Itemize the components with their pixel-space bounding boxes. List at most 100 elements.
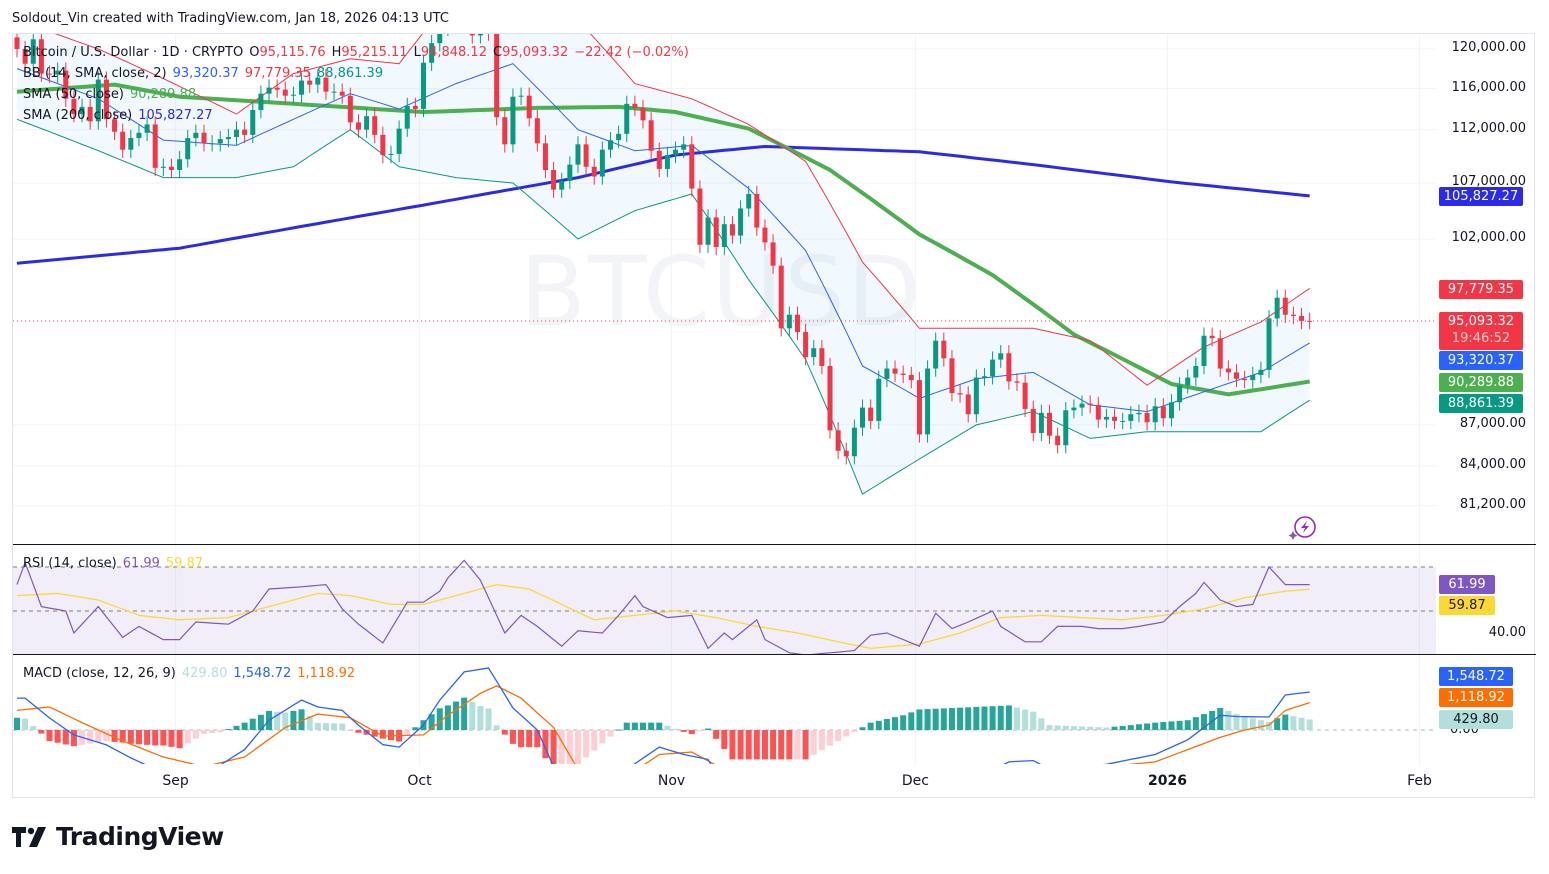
rsi-ma-line: [16, 583, 1310, 650]
macd-histogram-bar: [453, 701, 460, 730]
macd-histogram-bar: [696, 730, 703, 732]
macd-histogram-bar: [1209, 711, 1216, 730]
bb-lower-line: [16, 118, 1310, 495]
bb-lower-value: 88,861.39: [316, 66, 384, 81]
sma200-legend[interactable]: SMA (200, close) 105,827.27: [23, 108, 219, 123]
macd-pane: [13, 667, 1436, 764]
candle-body: [87, 106, 93, 122]
candle-body: [1055, 435, 1061, 446]
macd-histogram-bar: [485, 708, 492, 730]
macd-legend[interactable]: MACD (close, 12, 26, 9) 429.80 1,548.72 1,1…: [23, 666, 361, 681]
candle-body: [998, 353, 1004, 360]
macd-signal-line: [16, 685, 1310, 764]
footer-brand: TradingView: [56, 822, 224, 851]
macd-histogram-bar: [1184, 720, 1191, 730]
candle-body: [721, 224, 727, 248]
candle-body: [502, 117, 508, 145]
candle-body: [1087, 403, 1093, 405]
bb-legend[interactable]: BB (14, SMA, close, 2) 93,320.37 97,779.35…: [23, 66, 389, 81]
macd-histogram-bar: [200, 730, 207, 734]
price-axis-tick: 120,000.00: [1451, 40, 1526, 55]
candle-body: [811, 348, 817, 358]
candle-body: [144, 124, 150, 133]
candle-body: [892, 368, 898, 374]
candle-body: [770, 242, 776, 266]
macd-histogram-bar: [144, 730, 151, 745]
macd-histogram-bar: [1054, 725, 1061, 730]
macd-histogram-bar: [322, 723, 329, 730]
candle-body: [404, 105, 410, 129]
tradingview-logo[interactable]: TradingView: [12, 822, 224, 851]
candle-body: [14, 37, 20, 49]
candle-body: [364, 116, 370, 130]
candle-body: [429, 43, 435, 63]
macd-histogram-bar: [1038, 718, 1045, 730]
macd-histogram-bar: [1046, 725, 1053, 730]
candle-body: [1193, 365, 1199, 378]
candle-body: [486, 17, 491, 32]
candle-body: [315, 77, 321, 85]
candle-body: [193, 132, 199, 139]
candle-body: [201, 132, 207, 144]
price-axis-tick: 81,200.00: [1459, 496, 1526, 512]
macd-histogram-bar: [192, 730, 199, 739]
candle-body: [1274, 297, 1280, 319]
candle-body: [697, 188, 703, 245]
candle-body: [274, 87, 280, 90]
macd-histogram-bar: [940, 708, 947, 730]
macd-histogram-bar: [526, 730, 533, 748]
macd-histogram-bar: [631, 722, 638, 730]
macd-histogram-bar: [924, 709, 931, 730]
macd-histogram-bar: [957, 707, 964, 730]
candle-body: [79, 106, 85, 115]
macd-histogram-bar: [721, 730, 728, 750]
macd-histogram-bar: [314, 722, 321, 730]
macd-histogram-bar: [509, 730, 516, 744]
candle-body: [234, 129, 240, 137]
candle-body: [290, 94, 296, 96]
price-axis-tick: 107,000.00: [1451, 174, 1526, 190]
sma50-legend[interactable]: SMA (50, close) 90,289.88: [23, 87, 202, 102]
macd-histogram-bar: [469, 701, 476, 730]
candle-body: [1071, 407, 1077, 411]
candle-body: [778, 265, 784, 329]
last-price-tag: 95,093.32 19:46:52: [1439, 312, 1523, 350]
macd-histogram-bar: [371, 730, 378, 737]
macd-histogram-bar: [1087, 726, 1094, 730]
candle-body: [819, 348, 825, 366]
macd-histogram-bar: [1070, 726, 1077, 730]
price-axis-tick: 84,000.00: [1459, 456, 1526, 472]
macd-histogram-bar: [656, 722, 663, 730]
flash-icon[interactable]: [1288, 516, 1316, 540]
macd-histogram-bar: [948, 708, 955, 730]
candle-body: [640, 107, 646, 121]
macd-histogram-bar: [152, 730, 159, 746]
candle-body: [876, 378, 882, 421]
macd-histogram-bar: [135, 730, 142, 745]
macd-histogram-bar: [900, 715, 907, 730]
price-axis-tick: 87,000.00: [1459, 415, 1526, 431]
tradingview-logo-icon: [12, 826, 46, 847]
macd-histogram-bar: [973, 706, 980, 730]
candle-body: [786, 314, 792, 329]
macd-histogram-bar: [640, 722, 647, 730]
macd-histogram-bar: [339, 723, 346, 730]
bb-upper-price-tag: 97,779.35: [1439, 280, 1523, 299]
macd-histogram-bar: [648, 722, 655, 730]
macd-histogram-bar: [566, 730, 573, 764]
candle-body: [526, 95, 532, 119]
rsi-legend[interactable]: RSI (14, close) 61.99 59.87: [23, 556, 209, 571]
symbol-legend[interactable]: Bitcoin / U.S. Dollar · 1D · CRYPTO O95,1…: [23, 45, 695, 60]
macd-histogram-bar: [989, 706, 996, 730]
candle-body: [355, 122, 361, 130]
macd-histogram-bar: [867, 722, 874, 730]
candle-body: [421, 62, 426, 109]
candle-body: [22, 49, 28, 64]
sma50-title: SMA (50, close): [23, 87, 124, 102]
candle-body: [1209, 335, 1215, 339]
candle-body: [266, 87, 272, 94]
candle-body: [681, 144, 687, 150]
candle-body: [128, 138, 134, 150]
macd-histogram-bar: [1062, 725, 1069, 730]
